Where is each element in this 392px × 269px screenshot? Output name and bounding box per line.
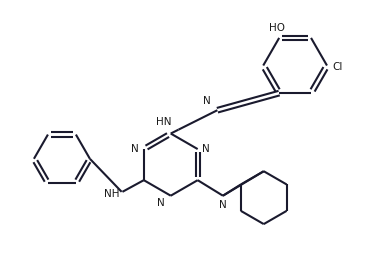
- Text: HO: HO: [269, 23, 285, 33]
- Text: HN: HN: [156, 116, 172, 126]
- Text: N: N: [157, 198, 165, 208]
- Text: Cl: Cl: [333, 62, 343, 72]
- Text: N: N: [203, 95, 211, 105]
- Text: N: N: [131, 144, 139, 154]
- Text: NH: NH: [104, 189, 119, 199]
- Text: N: N: [202, 144, 210, 154]
- Text: N: N: [219, 200, 227, 210]
